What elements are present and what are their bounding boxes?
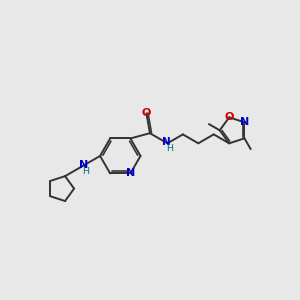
Text: N: N (240, 117, 249, 127)
Text: O: O (224, 112, 234, 122)
Text: N: N (162, 137, 171, 147)
Text: N: N (126, 168, 135, 178)
Text: O: O (142, 108, 151, 118)
Text: H: H (82, 167, 89, 176)
Text: N: N (79, 160, 88, 170)
Text: H: H (166, 144, 173, 153)
